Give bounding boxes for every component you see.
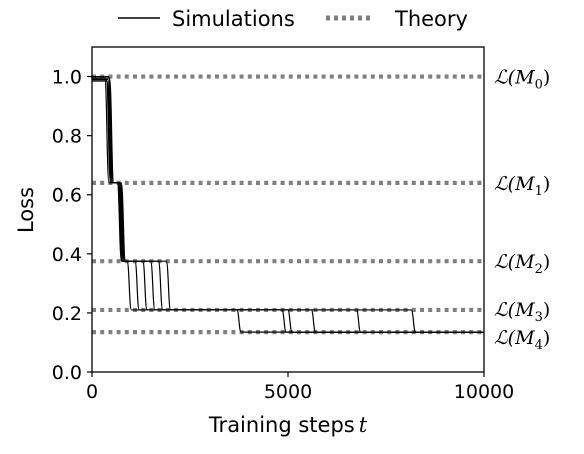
- plot-frame: [91, 46, 485, 373]
- x-tick-label: 0: [86, 381, 98, 403]
- theory-level-label-0: ℒ(M0): [494, 67, 550, 93]
- theory-level-label-3: ℒ(M3): [494, 299, 550, 325]
- theory-level-label-1: ℒ(M1): [494, 173, 550, 199]
- x-axis-title-var: t: [359, 413, 368, 437]
- x-axis-title: Training steps t: [208, 413, 368, 437]
- legend: Simulations Theory: [118, 7, 468, 31]
- y-tick-label: 0.8: [52, 126, 82, 148]
- simulation-series-3: [92, 78, 484, 333]
- theory-level-label-4: ℒ(M4): [494, 327, 550, 353]
- x-tick-label: 5000: [264, 381, 312, 403]
- simulation-series-4: [92, 75, 484, 333]
- theory-level-label-2: ℒ(M2): [494, 251, 550, 277]
- theory-level-labels: ℒ(M0) ℒ(M1) ℒ(M2) ℒ(M3)ℒ(M4): [494, 67, 550, 354]
- y-tick-label: 0.4: [52, 244, 82, 266]
- x-axis-ticks: 0 5000 10000: [86, 372, 514, 403]
- legend-theory-label: Theory: [394, 7, 468, 31]
- simulation-series-1: [92, 78, 484, 333]
- y-axis-title: Loss: [14, 187, 38, 233]
- y-tick-label: 1.0: [52, 67, 82, 89]
- y-tick-label: 0.6: [52, 185, 82, 207]
- x-axis-title-text: Training steps: [208, 413, 355, 437]
- simulation-series-2: [92, 80, 484, 333]
- simulation-series-0: [92, 77, 484, 333]
- simulation-series-5: [92, 77, 484, 333]
- y-axis-ticks: 0.0 0.2 0.4 0.6 0.8 1.0: [52, 67, 92, 384]
- legend-simulations-label: Simulations: [172, 7, 295, 31]
- y-tick-label: 0.0: [52, 362, 82, 384]
- theory-lines: [92, 74, 484, 335]
- y-tick-label: 0.2: [52, 303, 82, 325]
- simulation-lines: [92, 75, 484, 333]
- x-tick-label: 10000: [454, 381, 514, 403]
